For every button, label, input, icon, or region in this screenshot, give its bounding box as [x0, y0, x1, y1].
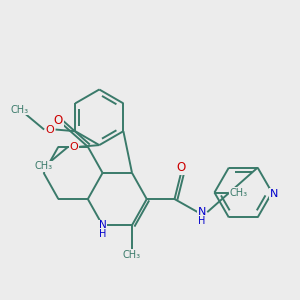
Text: H: H: [198, 216, 206, 226]
Text: CH₃: CH₃: [123, 250, 141, 260]
Text: N: N: [269, 188, 278, 199]
Text: N: N: [99, 220, 106, 230]
Text: O: O: [54, 114, 63, 127]
Text: O: O: [176, 161, 186, 175]
Text: O: O: [70, 142, 79, 152]
Text: O: O: [46, 124, 54, 135]
Text: CH₃: CH₃: [11, 105, 29, 115]
Text: N: N: [197, 207, 206, 217]
Text: CH₃: CH₃: [34, 161, 53, 171]
Text: CH₃: CH₃: [230, 188, 248, 197]
Text: H: H: [99, 229, 106, 239]
